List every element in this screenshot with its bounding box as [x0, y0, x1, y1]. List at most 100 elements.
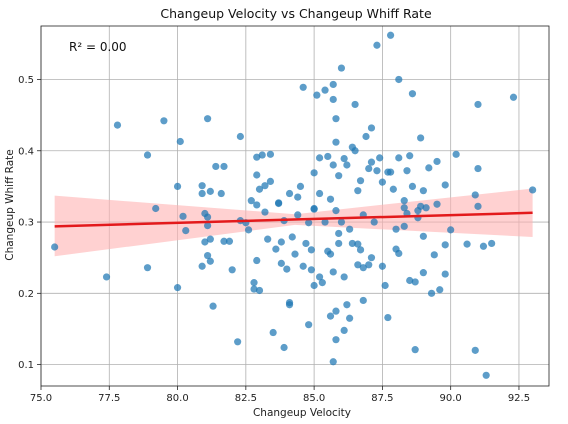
- data-point: [400, 197, 408, 205]
- x-axis: 75.0 77.5 80.0 82.5 85.0 87.5 90.0 92.5: [30, 386, 530, 404]
- data-point: [288, 233, 296, 241]
- regression-line: [54, 211, 533, 228]
- data-point: [326, 312, 335, 320]
- data-point: [351, 147, 359, 155]
- y-axis-label: Changeup Whiff Rate: [4, 149, 16, 260]
- data-point: [244, 226, 253, 234]
- data-point: [392, 225, 400, 233]
- data-point: [343, 301, 351, 309]
- data-point: [204, 251, 212, 260]
- data-point: [332, 207, 340, 215]
- data-point: [160, 117, 168, 125]
- data-point: [206, 235, 214, 243]
- data-point: [310, 205, 318, 213]
- data-point: [234, 338, 242, 346]
- data-point: [299, 262, 307, 270]
- data-point: [315, 273, 324, 281]
- y-tick-label: 0.5: [18, 75, 34, 86]
- data-point: [356, 177, 365, 185]
- data-point: [204, 222, 212, 230]
- data-point: [291, 250, 299, 258]
- data-point: [367, 124, 376, 132]
- y-tick-label: 0.3: [18, 218, 34, 229]
- data-point: [427, 289, 436, 297]
- data-point: [275, 199, 283, 207]
- data-point: [406, 276, 414, 285]
- data-point: [332, 307, 340, 315]
- data-point: [354, 261, 362, 269]
- data-point: [367, 254, 376, 262]
- data-point: [474, 100, 482, 109]
- data-point: [250, 285, 258, 293]
- data-point: [373, 41, 381, 49]
- data-point: [307, 246, 315, 254]
- data-point: [228, 266, 236, 274]
- data-point: [204, 213, 212, 221]
- data-point: [343, 161, 351, 169]
- data-point: [296, 182, 305, 190]
- data-point: [255, 185, 264, 193]
- data-point: [324, 152, 332, 161]
- data-point: [247, 197, 255, 205]
- y-tick-label: 0.4: [18, 146, 34, 157]
- data-point: [225, 237, 234, 245]
- data-point: [302, 239, 310, 248]
- data-point: [285, 298, 294, 307]
- data-point: [337, 218, 346, 226]
- data-point: [400, 222, 408, 230]
- data-point: [335, 229, 343, 238]
- data-point: [198, 182, 206, 190]
- y-axis: 0.1 0.2 0.3 0.4 0.5: [18, 75, 41, 371]
- data-point: [417, 202, 425, 210]
- data-point: [204, 115, 212, 123]
- data-point: [220, 237, 228, 245]
- data-point: [359, 264, 367, 272]
- data-point: [403, 167, 411, 175]
- y-tick-label: 0.1: [18, 360, 34, 371]
- data-point: [329, 95, 337, 104]
- data-point: [362, 132, 370, 141]
- data-point: [411, 278, 419, 286]
- x-tick-label: 82.5: [235, 393, 257, 404]
- x-tick-label: 77.5: [98, 393, 120, 404]
- data-point: [529, 186, 537, 194]
- data-point: [315, 189, 324, 198]
- data-point: [332, 115, 340, 123]
- data-point: [351, 100, 359, 109]
- data-point: [332, 336, 340, 344]
- x-tick-label: 87.5: [371, 393, 393, 404]
- data-point: [376, 154, 384, 162]
- data-point: [329, 80, 337, 89]
- data-point: [253, 256, 261, 265]
- data-point: [356, 246, 365, 254]
- data-point: [198, 189, 206, 198]
- data-point: [269, 328, 277, 337]
- data-point: [386, 168, 395, 176]
- data-point: [474, 202, 482, 210]
- data-point: [441, 270, 449, 278]
- data-point: [277, 259, 285, 267]
- data-point: [479, 242, 488, 250]
- data-point: [419, 232, 427, 240]
- data-point: [509, 93, 518, 101]
- data-point: [378, 178, 386, 186]
- data-point: [408, 90, 417, 98]
- data-point: [389, 185, 397, 193]
- data-point: [335, 172, 343, 180]
- data-point: [471, 346, 479, 354]
- y-tick-label: 0.2: [18, 289, 34, 300]
- x-tick-label: 85.0: [303, 393, 325, 404]
- data-point: [217, 189, 225, 198]
- data-point: [346, 314, 354, 322]
- data-point: [315, 154, 324, 162]
- data-point: [395, 75, 403, 84]
- data-point: [359, 296, 367, 305]
- data-point: [422, 204, 430, 212]
- data-point: [261, 208, 269, 216]
- data-point: [326, 250, 335, 258]
- r-squared-annotation: R² = 0.00: [69, 40, 127, 54]
- data-point: [365, 261, 373, 269]
- data-point: [482, 371, 490, 379]
- data-point: [326, 195, 335, 203]
